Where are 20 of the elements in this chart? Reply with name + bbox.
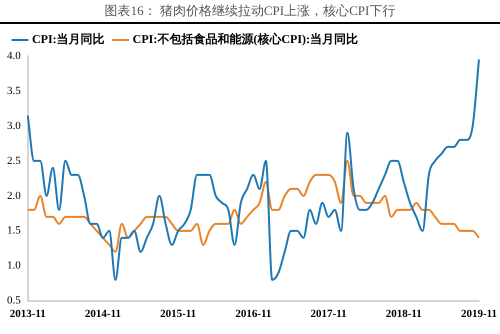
y-tick-label: 3.5	[7, 84, 22, 97]
x-tick-label: 2013-11	[10, 308, 46, 320]
y-tick-label: 1.5	[7, 224, 22, 237]
x-tick-label: 2018-11	[386, 308, 422, 320]
y-tick-label: 2.0	[7, 190, 22, 202]
x-tick-label: 2019-11	[460, 308, 498, 320]
chart-title: 图表16： 猪肉价格继续拉动CPI上涨，核心CPI下行	[0, 0, 500, 24]
x-tick-label: 2015-11	[160, 308, 196, 320]
legend-label: CPI:当月同比	[32, 32, 105, 46]
y-tick-label: 3.0	[7, 120, 22, 132]
x-tick-label: 2014-11	[84, 308, 121, 320]
y-tick-label: 4.0	[7, 50, 22, 62]
y-tick-label: 0.5	[7, 294, 22, 307]
line-series	[26, 58, 480, 281]
legend-label: CPI:不包括食品和能源(核心CPI):当月同比	[132, 32, 358, 46]
x-tick-label: 2016-11	[235, 308, 272, 320]
x-tick-label: 2017-11	[310, 308, 347, 320]
y-tick-label: 2.5	[7, 154, 22, 167]
line-series	[26, 160, 480, 253]
y-tick-label: 1.0	[7, 260, 22, 272]
